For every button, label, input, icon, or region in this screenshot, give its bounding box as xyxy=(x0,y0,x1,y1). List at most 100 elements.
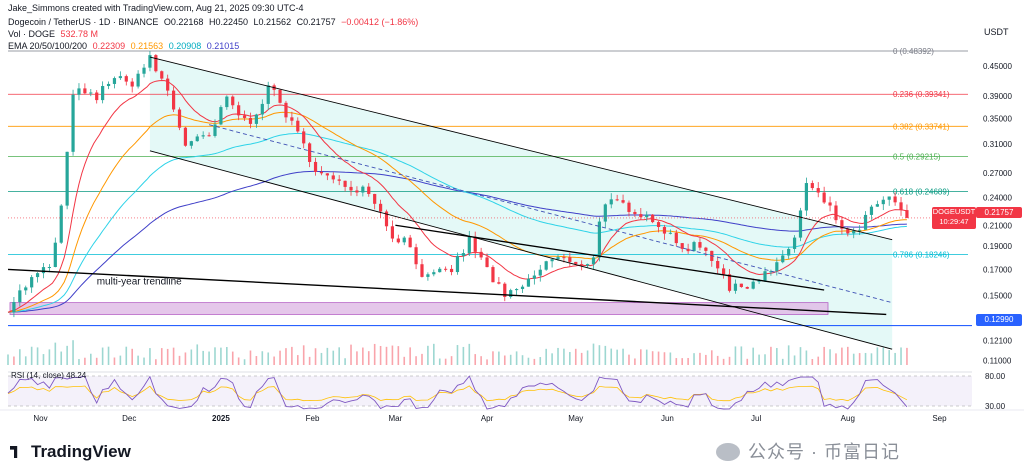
candle xyxy=(556,257,560,260)
candle xyxy=(621,200,625,203)
candle xyxy=(106,83,111,87)
last-price-tag: DOGEUSDT 10:29:47 xyxy=(932,207,976,229)
volume-bar xyxy=(24,356,27,365)
fib-label-3: 0.5 (0.29215) xyxy=(893,152,941,161)
volume-bar xyxy=(604,345,607,365)
volume-bar xyxy=(13,356,15,365)
candle xyxy=(183,127,188,146)
volume-bar xyxy=(852,353,855,365)
candle xyxy=(515,289,519,291)
ema-legend[interactable]: EMA 20/50/100/200 0.22309 0.21563 0.2090… xyxy=(8,41,242,51)
volume-bar xyxy=(752,347,754,365)
candle xyxy=(662,227,667,234)
candle xyxy=(899,202,903,211)
volume-bar xyxy=(344,358,346,365)
trendline-channel-bottom xyxy=(149,150,893,350)
candle xyxy=(568,257,572,262)
candle xyxy=(225,96,229,108)
candle xyxy=(402,237,406,243)
candle xyxy=(852,230,856,234)
candle xyxy=(124,76,128,82)
y-tick-label: 0.21000 xyxy=(983,221,1012,230)
ema-label: EMA 20/50/100/200 xyxy=(8,41,88,51)
candle xyxy=(313,161,318,172)
volume-legend[interactable]: Vol · DOGE 532.78 M xyxy=(8,29,101,39)
rsi-ma-line xyxy=(7,385,908,402)
trendline-channel-top xyxy=(149,56,893,241)
ema200-line xyxy=(7,170,907,313)
wechat-icon xyxy=(716,443,740,461)
candle xyxy=(609,199,613,205)
created-by: Jake_Simmons created with TradingView.co… xyxy=(8,3,304,13)
volume-bar xyxy=(746,358,749,365)
candle xyxy=(485,257,489,268)
volume-bar xyxy=(30,346,33,365)
candle xyxy=(580,264,584,266)
candle xyxy=(627,202,631,212)
volume-bar xyxy=(503,355,506,365)
candle xyxy=(668,232,672,234)
tradingview-logo[interactable]: TradingView xyxy=(10,442,131,462)
volume-bar xyxy=(847,346,849,365)
volume-bars xyxy=(7,340,908,365)
volume-bar xyxy=(438,358,441,365)
volume-bar xyxy=(427,345,429,365)
volume-bar xyxy=(533,358,536,365)
volume-bar xyxy=(574,348,577,365)
ohlc-low: L0.21562 xyxy=(253,17,292,27)
y-tick-label: 0.39000 xyxy=(983,92,1012,101)
candle xyxy=(367,186,371,194)
volume-bar xyxy=(267,352,270,365)
candle xyxy=(467,236,471,254)
candle xyxy=(645,214,649,218)
candle xyxy=(343,180,347,187)
volume-bar xyxy=(249,350,252,365)
volume-bar xyxy=(817,356,820,365)
y-tick-label: 0.31000 xyxy=(983,140,1012,149)
volume-bar xyxy=(89,353,92,365)
volume-bar xyxy=(734,346,737,365)
candle xyxy=(680,243,684,249)
candle xyxy=(319,171,324,174)
candle xyxy=(408,237,412,248)
candle xyxy=(154,55,158,72)
volume-bar xyxy=(628,354,630,365)
volume-bar xyxy=(462,346,465,365)
rsi-legend[interactable]: RSI (14, close) 48.24 xyxy=(11,371,87,380)
x-tick-label: Jun xyxy=(661,414,674,423)
volume-bar xyxy=(829,349,831,365)
candle xyxy=(308,143,312,162)
volume-bar xyxy=(113,357,116,365)
trendline-dashed-mid xyxy=(208,124,893,304)
tradingview-brand: TradingView xyxy=(31,442,131,461)
candle xyxy=(722,268,726,275)
candle xyxy=(639,214,643,218)
candle xyxy=(591,257,596,265)
volume-bar xyxy=(486,359,488,365)
symbol-line[interactable]: Dogecoin / TetherUS · 1D · BINANCE O0.22… xyxy=(8,17,421,27)
candle xyxy=(41,267,46,274)
candle xyxy=(449,268,454,273)
candle xyxy=(787,248,791,256)
volume-bar xyxy=(184,352,187,365)
volume-bar xyxy=(362,347,364,365)
candle xyxy=(396,238,400,243)
volume-bar xyxy=(332,350,335,365)
candle xyxy=(30,277,34,288)
volume-bar xyxy=(876,347,879,365)
candle xyxy=(171,90,176,110)
candle xyxy=(562,257,566,259)
ema100-value: 0.20908 xyxy=(168,41,202,51)
candle xyxy=(426,274,430,277)
candle xyxy=(798,210,803,238)
volume-bar xyxy=(509,354,512,365)
volume-bar xyxy=(48,349,51,365)
volume-bar xyxy=(409,347,411,365)
ema50-line xyxy=(7,111,907,313)
volume-bar xyxy=(208,351,210,365)
candle xyxy=(686,248,690,252)
volume-bar xyxy=(314,348,317,365)
volume-bar xyxy=(220,347,222,365)
volume-bar xyxy=(172,347,175,365)
